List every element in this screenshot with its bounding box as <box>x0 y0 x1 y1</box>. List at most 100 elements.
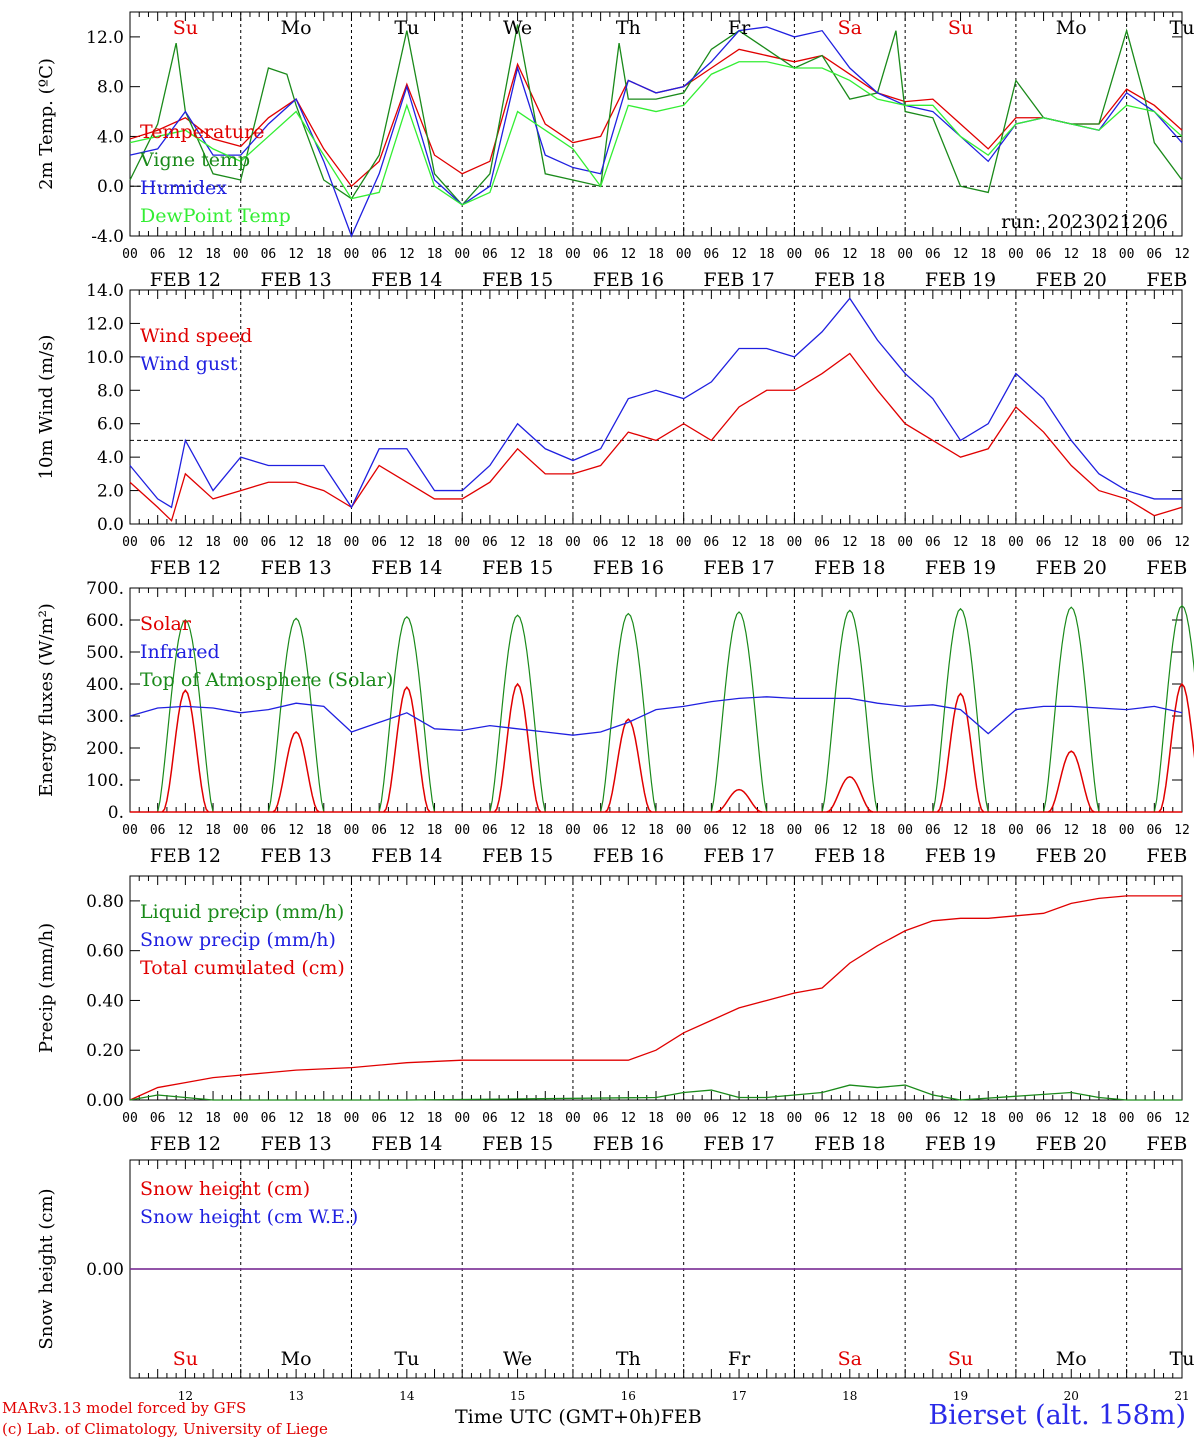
day-name-bottom: Fr <box>728 1348 751 1370</box>
hour-tick-label: 00 <box>897 535 913 550</box>
hour-tick-label: 06 <box>925 1111 941 1126</box>
solar-curve <box>161 689 210 813</box>
y-tick-label: 0.00 <box>86 1260 124 1280</box>
date-label: FEB 16 <box>593 845 664 867</box>
hour-tick-label: 06 <box>261 535 277 550</box>
hour-tick-label: 12 <box>842 535 858 550</box>
hour-tick-label: 00 <box>676 535 692 550</box>
date-label: FEB 21 <box>1146 845 1194 867</box>
hour-tick-label: 12 <box>399 1111 415 1126</box>
hour-tick-label: 18 <box>427 247 443 262</box>
hour-tick-label: 00 <box>454 535 470 550</box>
date-label: FEB 18 <box>814 557 885 579</box>
hour-tick-label: 12 <box>842 823 858 838</box>
hour-tick-label: 18 <box>1091 823 1107 838</box>
hour-tick-label: 12 <box>620 535 636 550</box>
solar-curve <box>493 682 542 813</box>
y-tick-label: 0.0 <box>97 515 124 535</box>
hour-tick-label: 12 <box>510 1111 526 1126</box>
hour-tick-label: 18 <box>1091 1111 1107 1126</box>
hour-tick-label: 12 <box>1063 823 1079 838</box>
hour-tick-label: 00 <box>1008 535 1024 550</box>
hour-tick-label: 00 <box>1119 1111 1135 1126</box>
date-label: FEB 13 <box>260 845 331 867</box>
toa-solar-curve <box>1042 606 1100 813</box>
legend-entry: Wind gust <box>140 353 238 375</box>
hour-tick-label: 18 <box>1091 247 1107 262</box>
run-annotation: run: 2023021206 <box>1001 211 1168 233</box>
hour-tick-label: 12 <box>1063 535 1079 550</box>
day-number: 18 <box>842 1389 857 1403</box>
hour-tick-label: 00 <box>676 1111 692 1126</box>
hour-tick-label: 12 <box>178 535 194 550</box>
hour-tick-label: 18 <box>870 535 886 550</box>
y-tick-label: 8.0 <box>97 381 124 401</box>
hour-tick-label: 18 <box>648 535 664 550</box>
hour-tick-label: 12 <box>288 823 304 838</box>
hour-tick-label: 18 <box>205 535 221 550</box>
hour-tick-label: 06 <box>150 823 166 838</box>
y-tick-label: 0.60 <box>86 942 124 962</box>
day-name-bottom: Th <box>616 1348 641 1370</box>
hour-tick-label: 18 <box>648 823 664 838</box>
date-label: FEB 13 <box>260 269 331 291</box>
date-label: FEB 16 <box>593 269 664 291</box>
hour-tick-label: 00 <box>676 247 692 262</box>
day-name-bottom: We <box>503 1348 532 1370</box>
date-label: FEB 12 <box>150 269 221 291</box>
date-label: FEB 16 <box>593 1133 664 1155</box>
hour-tick-label: 06 <box>1036 823 1052 838</box>
day-name-top: Su <box>173 17 198 39</box>
hour-tick-label: 00 <box>897 1111 913 1126</box>
date-label: FEB 20 <box>1036 557 1107 579</box>
y-tick-label: 0.00 <box>86 1091 124 1111</box>
hour-tick-label: 06 <box>261 1111 277 1126</box>
date-label: FEB 20 <box>1036 845 1107 867</box>
hour-tick-label: 18 <box>427 1111 443 1126</box>
date-label: FEB 15 <box>482 557 553 579</box>
solar-curve <box>604 718 652 813</box>
hour-tick-label: 18 <box>205 1111 221 1126</box>
legend-entry: Total cumulated (cm) <box>140 957 345 979</box>
hour-tick-label: 12 <box>953 535 969 550</box>
hour-tick-label: 12 <box>288 247 304 262</box>
legend-entry: Snow height (cm) <box>140 1178 310 1200</box>
hour-tick-label: 12 <box>399 247 415 262</box>
hour-tick-label: 18 <box>870 247 886 262</box>
hour-tick-label: 06 <box>814 823 830 838</box>
date-label: FEB 14 <box>371 845 442 867</box>
hour-tick-label: 00 <box>122 535 138 550</box>
hour-tick-label: 06 <box>704 823 720 838</box>
hour-tick-label: 12 <box>178 247 194 262</box>
date-label: FEB 20 <box>1036 269 1107 291</box>
day-name-top: Su <box>948 17 973 39</box>
hour-tick-label: 00 <box>344 535 360 550</box>
date-label: FEB 17 <box>703 1133 774 1155</box>
hour-tick-label: 00 <box>233 247 249 262</box>
hour-tick-label: 00 <box>233 535 249 550</box>
hour-tick-label: 12 <box>178 823 194 838</box>
legend-entry: Liquid precip (mm/h) <box>140 901 344 923</box>
hour-tick-label: 18 <box>980 247 996 262</box>
y-tick-label: 12.0 <box>86 28 124 48</box>
y-tick-label: 400. <box>86 675 124 695</box>
hour-tick-label: 06 <box>261 823 277 838</box>
toa-solar-curve <box>157 619 214 813</box>
solar-curve <box>383 685 431 813</box>
hour-tick-label: 00 <box>1008 823 1024 838</box>
date-label: FEB 19 <box>925 845 996 867</box>
panel-frame <box>129 11 1183 237</box>
toa-solar-curve <box>932 607 989 813</box>
hour-tick-label: 00 <box>1008 1111 1024 1126</box>
hour-tick-label: 12 <box>399 823 415 838</box>
solar-curve <box>1047 750 1095 813</box>
y-axis-title: 2m Temp. (ºC) <box>36 58 57 190</box>
toa-solar-curve <box>1153 604 1194 813</box>
date-label: FEB 18 <box>814 269 885 291</box>
hour-tick-label: 18 <box>427 535 443 550</box>
time-axis-label: Time UTC (GMT+0h)FEB <box>455 1406 702 1428</box>
hour-tick-label: 12 <box>842 1111 858 1126</box>
panel-frame <box>129 587 1183 813</box>
y-axis-title: 10m Wind (m/s) <box>36 335 57 480</box>
hour-tick-label: 06 <box>704 247 720 262</box>
